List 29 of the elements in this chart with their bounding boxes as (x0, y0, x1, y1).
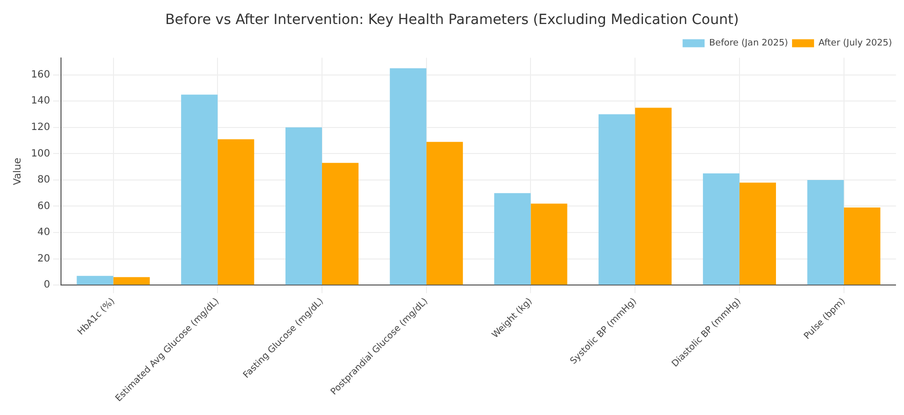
y-tick-label: 120 (30, 122, 50, 134)
y-tick-label: 20 (37, 253, 50, 264)
bar (426, 142, 463, 285)
y-tick-label: 0 (44, 280, 50, 291)
bar (285, 127, 322, 285)
bar (322, 162, 359, 285)
legend-label: Before (Jan 2025) (709, 38, 788, 49)
bar (76, 276, 114, 285)
chart-title: Before vs After Intervention: Key Health Parameters (Excluding Medication Count) (165, 12, 739, 28)
y-tick-label: 40 (37, 227, 50, 238)
y-tick-label: 140 (30, 96, 50, 107)
bar (739, 182, 776, 285)
bar (702, 173, 740, 285)
bar (807, 180, 844, 285)
bar (390, 68, 426, 285)
y-axis-title: Value (12, 158, 24, 186)
bar (113, 277, 150, 285)
bar (218, 139, 254, 285)
y-tick-label: 60 (37, 200, 50, 212)
bar (844, 208, 880, 285)
bar (181, 94, 218, 285)
bar (530, 204, 568, 285)
bar (598, 114, 636, 285)
y-tick-label: 160 (30, 69, 50, 80)
bar (635, 108, 672, 285)
legend-label: After (July 2025) (818, 38, 892, 49)
y-tick-label: 100 (30, 148, 50, 160)
bar (494, 193, 531, 285)
y-tick-label: 80 (37, 174, 50, 186)
